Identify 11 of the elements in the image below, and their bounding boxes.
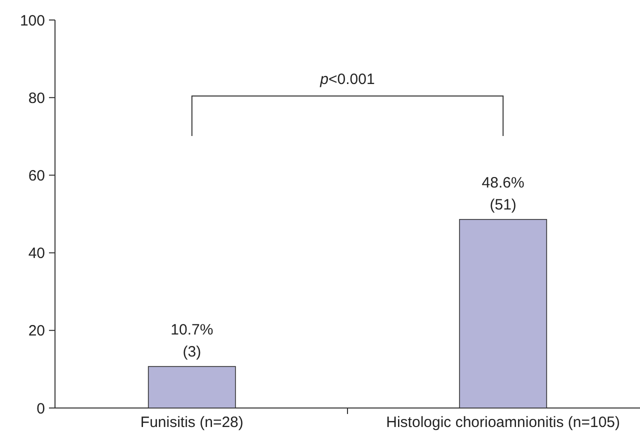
y-tick-label: 40 xyxy=(28,245,45,262)
y-tick-label: 60 xyxy=(28,167,45,184)
y-tick-label: 0 xyxy=(36,400,45,418)
y-tick-label: 80 xyxy=(28,90,45,107)
annotation: p<0.001 xyxy=(319,71,375,88)
y-tick-label: 20 xyxy=(28,322,45,340)
x-tick-label: Histologic chorioamnionitis (n=105) xyxy=(386,414,620,431)
data-label: 48.6% (51) xyxy=(482,174,524,214)
x-tick-label: Funisitis (n=28) xyxy=(140,414,244,431)
data-label: 10.7% (3) xyxy=(170,321,214,360)
y-tick-label: 100 xyxy=(20,12,45,30)
